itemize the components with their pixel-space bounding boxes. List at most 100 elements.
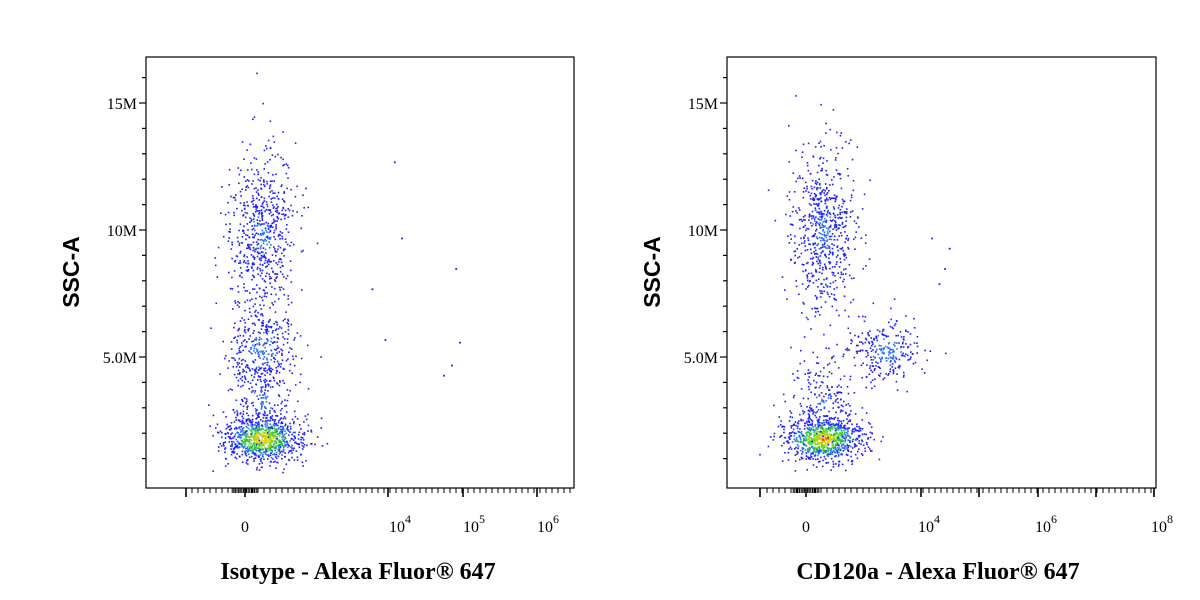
event-dot [225, 427, 228, 430]
event-dot [234, 456, 236, 459]
event-dot [290, 281, 293, 283]
event-dot [806, 433, 808, 436]
event-dot [812, 413, 814, 415]
event-dot [787, 440, 789, 442]
event-dot [916, 352, 918, 354]
event-dot [789, 215, 791, 217]
event-dot [242, 461, 244, 463]
event-dot [257, 352, 259, 355]
event-dot [858, 226, 860, 228]
event-dot [821, 217, 823, 219]
event-dot [302, 249, 304, 252]
event-dot [824, 450, 826, 453]
event-dot [244, 346, 246, 348]
event-dot [290, 188, 292, 191]
event-dot [812, 426, 814, 428]
event-dot [259, 454, 262, 456]
event-dot [852, 189, 855, 192]
event-dot [793, 435, 796, 437]
event-dot [271, 286, 273, 288]
event-dot [281, 433, 284, 435]
event-dot [233, 411, 236, 414]
event-dot [238, 362, 240, 364]
event-dot [253, 199, 255, 202]
event-dot [274, 430, 277, 432]
event-dot [833, 426, 836, 429]
event-dot [815, 270, 817, 273]
event-dot [261, 205, 264, 208]
event-dot [840, 386, 842, 388]
event-dot [256, 205, 259, 208]
event-dot [270, 340, 272, 343]
event-dot [822, 399, 825, 402]
event-dot [242, 214, 244, 217]
event-dot [787, 451, 790, 454]
event-dot [840, 435, 843, 437]
event-dot [806, 422, 808, 424]
event-dot [840, 445, 843, 447]
event-dot [808, 426, 810, 429]
event-dot [257, 351, 259, 354]
event-dot [808, 203, 811, 205]
event-dot [835, 309, 838, 312]
event-dot [832, 219, 834, 221]
event-dot [252, 197, 254, 200]
event-dot [261, 443, 264, 445]
event-dot [837, 391, 840, 394]
event-dot [220, 212, 222, 214]
event-dot [823, 429, 826, 431]
event-dot [865, 441, 868, 444]
event-dot [266, 243, 268, 246]
event-dot [286, 341, 289, 344]
event-dot [307, 430, 309, 432]
event-dot [822, 444, 825, 447]
outlier-dot [451, 364, 453, 367]
event-dot [261, 405, 263, 407]
event-dot [280, 327, 283, 329]
event-dot [257, 432, 260, 434]
event-dot [832, 206, 835, 208]
event-dot [808, 446, 811, 449]
event-dot [247, 328, 249, 331]
event-dot [268, 228, 270, 230]
event-dot [819, 290, 821, 292]
event-dot [258, 343, 261, 346]
event-dot [833, 432, 836, 435]
event-dot [291, 418, 294, 421]
event-dot [867, 438, 869, 440]
event-dot [260, 373, 263, 375]
event-dot [849, 216, 852, 218]
event-dot [874, 345, 876, 348]
event-dot [861, 419, 863, 421]
event-dot [263, 392, 266, 394]
event-dot [263, 442, 265, 444]
event-dot [305, 418, 308, 421]
event-dot [253, 424, 256, 426]
event-dot [829, 282, 832, 285]
event-dot [802, 219, 805, 221]
event-dot [264, 448, 267, 451]
event-dot [816, 237, 819, 240]
event-dot [262, 289, 265, 291]
event-dot [247, 453, 250, 455]
event-dot [236, 361, 239, 364]
event-dot [255, 366, 258, 369]
event-dot [820, 192, 823, 194]
event-dot [316, 436, 319, 438]
event-dot [800, 388, 803, 390]
event-dot [245, 454, 248, 457]
left-x-axis-title: Isotype - Alexa Fluor® 647 [220, 559, 495, 585]
event-dot [824, 202, 827, 205]
event-dot [260, 388, 263, 391]
event-dot [887, 346, 889, 349]
event-dot [264, 329, 267, 331]
event-dot [296, 459, 299, 461]
event-dot [263, 342, 266, 344]
event-dot [261, 453, 264, 456]
event-dot [823, 440, 825, 442]
event-dot [793, 438, 796, 440]
event-dot [245, 262, 247, 264]
event-dot [791, 416, 794, 419]
event-dot [270, 371, 272, 373]
event-dot [272, 213, 274, 216]
